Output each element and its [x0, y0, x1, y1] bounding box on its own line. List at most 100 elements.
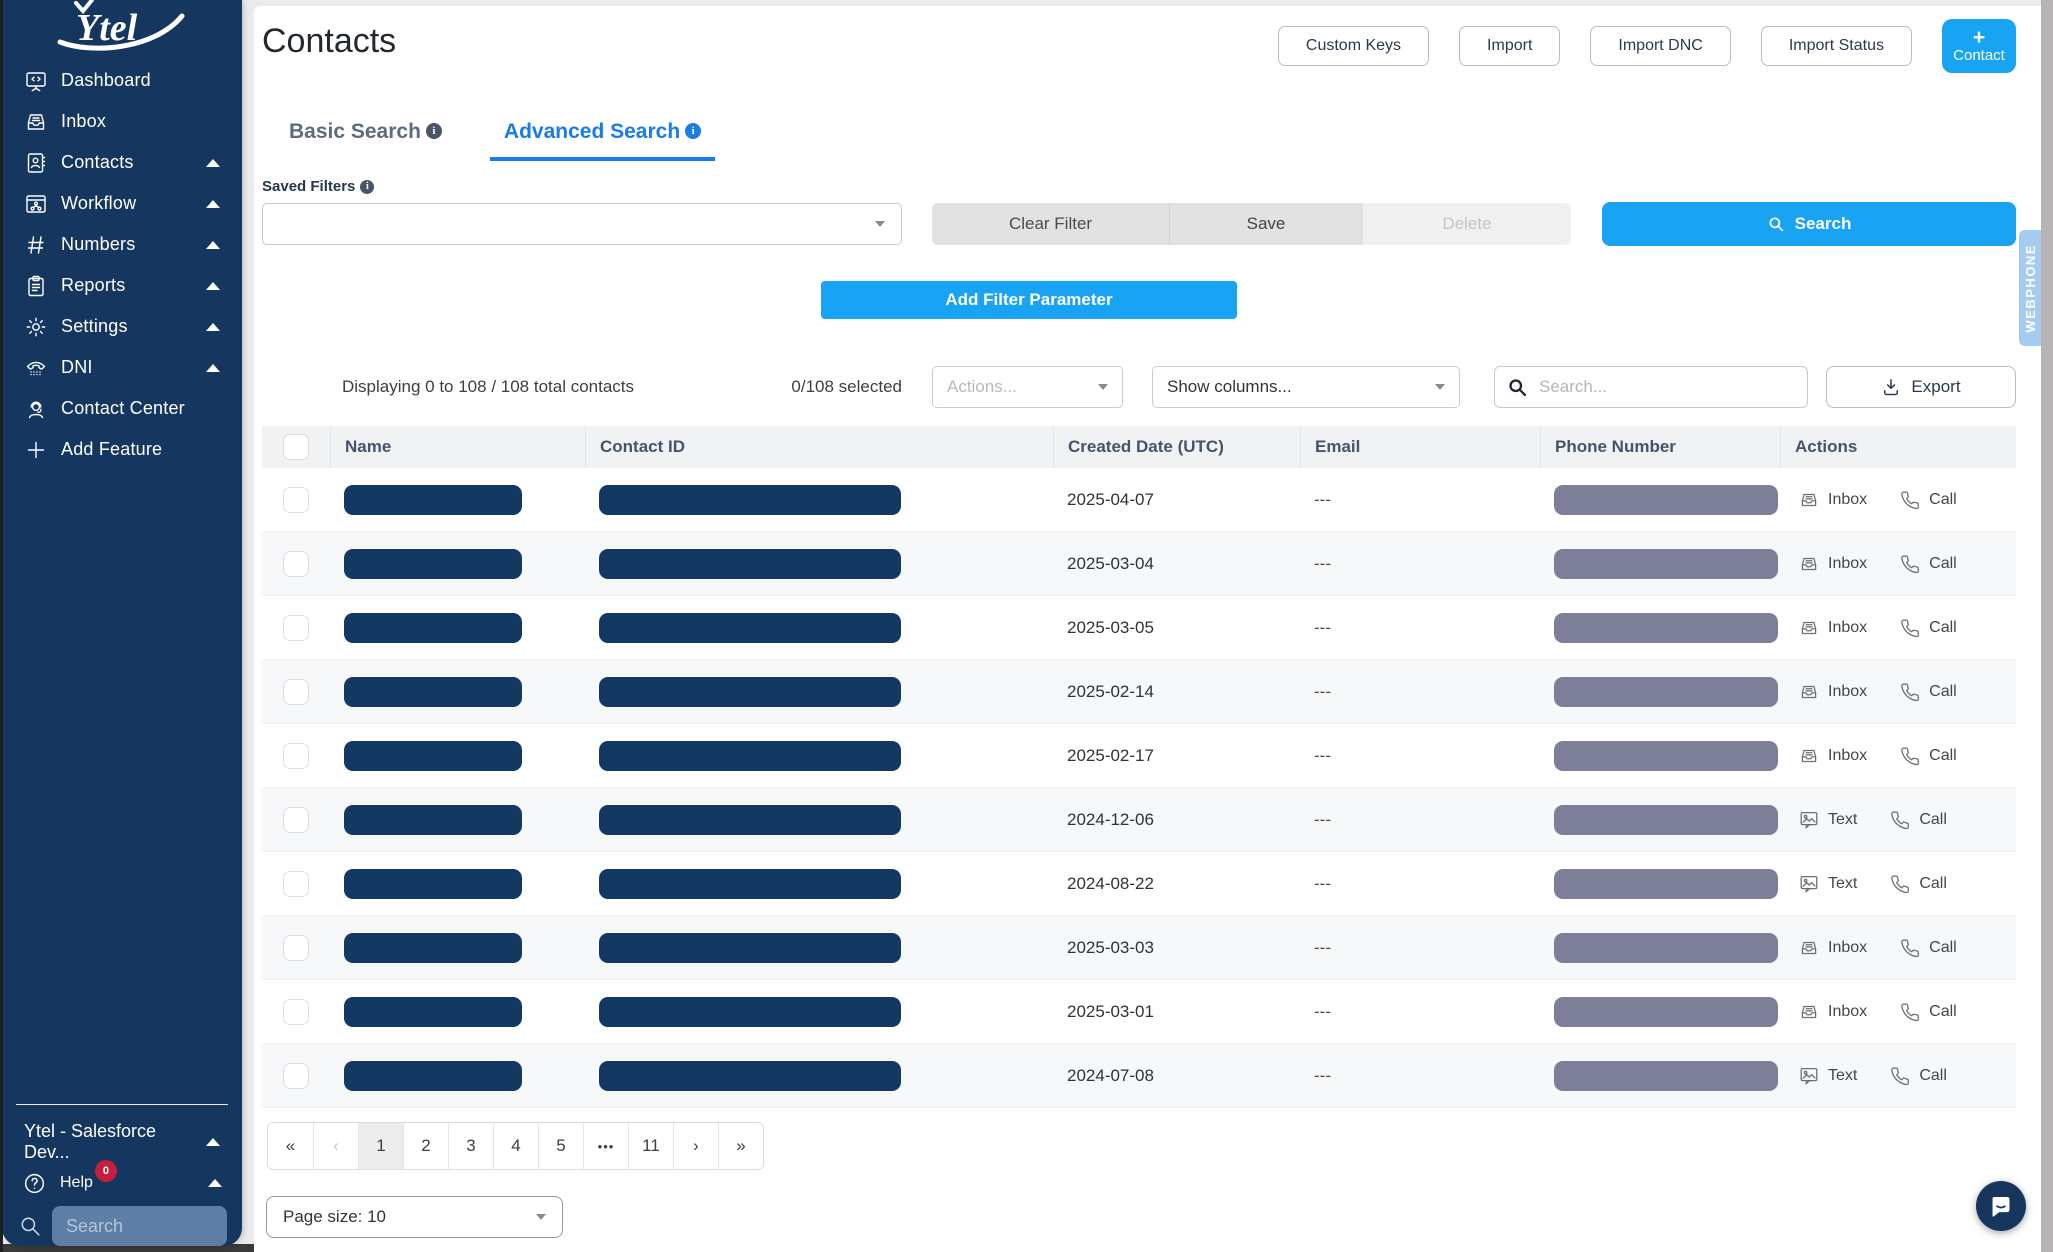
chat-launcher-button[interactable] — [1976, 1181, 2026, 1231]
page-button-11[interactable]: 11 — [628, 1123, 673, 1169]
save-filter-button[interactable]: Save — [1169, 203, 1363, 245]
sidebar-item-numbers[interactable]: Numbers — [2, 224, 242, 265]
page-button-5[interactable]: 5 — [538, 1123, 583, 1169]
contact-name-redacted[interactable] — [344, 932, 522, 963]
inbox-action[interactable]: Inbox — [1798, 745, 1867, 767]
page-button-1[interactable]: 1 — [358, 1123, 403, 1169]
import-status-button[interactable]: Import Status — [1760, 26, 1912, 66]
search-button[interactable]: Search — [1602, 202, 2016, 246]
row-checkbox[interactable] — [283, 742, 309, 769]
call-action[interactable]: Call — [1899, 553, 1957, 575]
sidebar-item-workflow[interactable]: Workflow — [2, 183, 242, 224]
inbox-action[interactable]: Inbox — [1798, 681, 1867, 703]
page-button-nav[interactable]: › — [673, 1123, 718, 1169]
row-checkbox[interactable] — [283, 678, 309, 705]
inbox-action[interactable]: Inbox — [1798, 553, 1867, 575]
contact-name-redacted[interactable] — [344, 612, 522, 643]
actions-dropdown[interactable]: Actions... — [932, 366, 1123, 408]
import-dnc-button[interactable]: Import DNC — [1590, 26, 1731, 66]
sidebar-search-input[interactable] — [52, 1206, 227, 1246]
contact-id-redacted[interactable] — [599, 1060, 901, 1091]
contact-id-redacted[interactable] — [599, 740, 901, 771]
table-toolbar: Displaying 0 to 108 / 108 total contacts… — [0, 366, 2053, 408]
call-action[interactable]: Call — [1889, 1065, 1947, 1087]
page-button-2[interactable]: 2 — [403, 1123, 448, 1169]
export-button[interactable]: Export — [1826, 366, 2016, 408]
page-button-nav[interactable]: « — [268, 1123, 313, 1169]
contact-id-redacted[interactable] — [599, 868, 901, 899]
contact-name-redacted[interactable] — [344, 804, 522, 835]
sidebar-item-inbox[interactable]: Inbox — [2, 101, 242, 142]
call-action[interactable]: Call — [1899, 489, 1957, 511]
show-columns-dropdown[interactable]: Show columns... — [1152, 366, 1460, 408]
call-action[interactable]: Call — [1899, 681, 1957, 703]
sidebar-item-dni[interactable]: DNI — [2, 347, 242, 388]
page-button-nav[interactable]: ‹ — [313, 1123, 358, 1169]
contact-name-redacted[interactable] — [344, 676, 522, 707]
chevron-down-icon — [1435, 384, 1445, 390]
sidebar-item-reports[interactable]: Reports — [2, 265, 242, 306]
contact-name-redacted[interactable] — [344, 868, 522, 899]
sidebar-item-help[interactable]: Help 0 — [2, 1160, 242, 1203]
row-checkbox[interactable] — [283, 870, 309, 897]
ytel-logo[interactable]: Ytel — [2, 0, 242, 52]
call-action[interactable]: Call — [1889, 809, 1947, 831]
page-button-ellipsis[interactable]: ••• — [583, 1123, 628, 1169]
contacts-icon — [24, 151, 48, 175]
contact-id-redacted[interactable] — [599, 484, 901, 515]
delete-filter-button[interactable]: Delete — [1363, 203, 1571, 245]
sidebar-item-org-switcher[interactable]: Ytel - Salesforce Dev... — [2, 1121, 242, 1162]
text-action[interactable]: Text — [1798, 1065, 1857, 1087]
inbox-action[interactable]: Inbox — [1798, 489, 1867, 511]
vertical-scrollbar[interactable] — [2041, 0, 2053, 1252]
contact-id-redacted[interactable] — [599, 804, 901, 835]
call-action[interactable]: Call — [1899, 1001, 1957, 1023]
contact-id-redacted[interactable] — [599, 996, 901, 1027]
select-all-checkbox[interactable] — [283, 434, 309, 460]
sidebar-item-contact-center[interactable]: Contact Center — [2, 388, 242, 429]
contact-name-redacted[interactable] — [344, 1060, 522, 1091]
row-checkbox[interactable] — [283, 1062, 309, 1089]
text-action[interactable]: Text — [1798, 809, 1857, 831]
row-checkbox[interactable] — [283, 806, 309, 833]
sidebar-item-add-feature[interactable]: Add Feature — [2, 429, 242, 470]
add-contact-button[interactable]: + Contact — [1942, 19, 2016, 73]
row-checkbox[interactable] — [283, 998, 309, 1025]
contact-id-redacted[interactable] — [599, 676, 901, 707]
row-checkbox[interactable] — [283, 614, 309, 641]
row-checkbox[interactable] — [283, 550, 309, 577]
tab-basic-search[interactable]: Basic Search — [287, 120, 444, 161]
add-filter-parameter-button[interactable]: Add Filter Parameter — [821, 281, 1237, 319]
sidebar-item-dashboard[interactable]: Dashboard — [2, 60, 242, 101]
webphone-tab[interactable]: WEBPHONE — [2019, 230, 2042, 346]
saved-filters-select[interactable] — [262, 203, 902, 245]
sidebar-item-settings[interactable]: Settings — [2, 306, 242, 347]
contact-id-redacted[interactable] — [599, 548, 901, 579]
table-search-input[interactable] — [1537, 376, 1795, 398]
page-button-4[interactable]: 4 — [493, 1123, 538, 1169]
call-action[interactable]: Call — [1889, 873, 1947, 895]
contact-id-redacted[interactable] — [599, 932, 901, 963]
call-action[interactable]: Call — [1899, 745, 1957, 767]
clear-filter-button[interactable]: Clear Filter — [932, 203, 1169, 245]
contact-name-redacted[interactable] — [344, 548, 522, 579]
tab-advanced-search[interactable]: Advanced Search — [489, 120, 716, 161]
page-size-dropdown[interactable]: Page size: 10 — [266, 1196, 563, 1238]
contact-name-redacted[interactable] — [344, 484, 522, 515]
inbox-action[interactable]: Inbox — [1798, 937, 1867, 959]
row-checkbox[interactable] — [283, 934, 309, 961]
contact-id-redacted[interactable] — [599, 612, 901, 643]
row-checkbox[interactable] — [283, 486, 309, 513]
inbox-action[interactable]: Inbox — [1798, 617, 1867, 639]
contact-name-redacted[interactable] — [344, 996, 522, 1027]
custom-keys-button[interactable]: Custom Keys — [1277, 26, 1430, 66]
import-button[interactable]: Import — [1459, 26, 1561, 66]
sidebar-item-contacts[interactable]: Contacts — [2, 142, 242, 183]
contact-name-redacted[interactable] — [344, 740, 522, 771]
page-button-3[interactable]: 3 — [448, 1123, 493, 1169]
text-action[interactable]: Text — [1798, 873, 1857, 895]
page-button-nav[interactable]: » — [718, 1123, 763, 1169]
call-action[interactable]: Call — [1899, 617, 1957, 639]
inbox-action[interactable]: Inbox — [1798, 1001, 1867, 1023]
call-action[interactable]: Call — [1899, 937, 1957, 959]
